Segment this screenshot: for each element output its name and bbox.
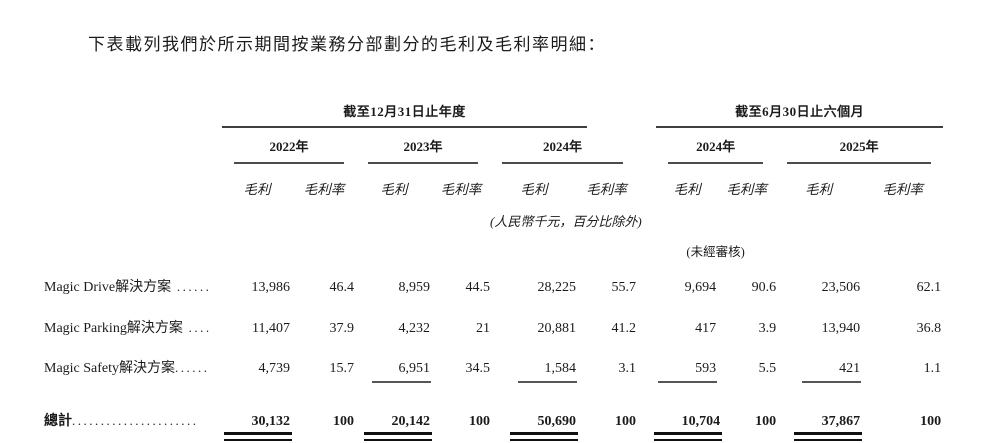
col-header-gross-margin: 毛利率 [440,182,482,197]
cell-value: 62.1 [916,280,942,295]
cell-value: 20,881 [537,321,577,336]
dot-leader: ...................... [72,413,199,428]
cell-value: 4,232 [398,321,431,336]
year-header-row: 2022年 2023年 2024年 2024年 2025年 [44,128,943,164]
period-header-row: 截至12月31日止年度 截至6月30日止六個月 [44,94,944,128]
cell-value: 11,407 [252,321,290,336]
col-header-gross-margin: 毛利率 [726,182,767,197]
total-value: 10,704 [654,384,723,443]
cell-value: 37.9 [329,321,355,336]
cell-value: 8,959 [398,280,431,295]
cell-value: 6,951 [356,344,432,384]
row-label: Magic Parking解決方案 .... [44,320,212,336]
cell-value: 36.8 [916,321,942,336]
dot-leader: ...... [175,360,210,375]
col-header-gross-profit: 毛利 [520,182,548,197]
cell-value: 15.7 [329,361,355,376]
period-header-annual: 截至12月31日止年度 [222,94,635,128]
dot-leader: .... [182,320,212,335]
cell-value: 28,225 [537,280,577,295]
cell-value: 13,986 [251,280,291,295]
cell-value: 3.1 [618,361,637,376]
cell-value: 1.1 [923,361,942,376]
cell-value: 4,739 [258,361,291,376]
total-value: 50,690 [490,384,578,443]
cell-value: 593 [656,344,718,384]
cell-value: 3.9 [758,321,777,336]
col-header-gross-profit: 毛利 [673,182,701,197]
unaudited-note-row: (未經審核) [44,232,943,262]
year-header-2022: 2022年 [222,128,356,164]
cell-value: 90.6 [751,280,777,295]
col-header-gross-margin: 毛利率 [586,182,627,197]
table-row-magic-parking: Magic Parking解決方案 .... 11,407 37.9 4,232… [44,303,943,344]
cell-value: 46.4 [329,280,355,295]
total-value: 37,867 [775,384,863,443]
total-value: 100 [469,414,490,429]
cell-value: 23,506 [821,280,861,295]
col-header-gross-profit: 毛利 [380,182,408,197]
cell-value: 421 [775,344,862,384]
table-row-magic-safety: Magic Safety解決方案...... 4,739 15.7 6,951 … [44,344,943,384]
year-header-2024-interim: 2024年 [656,128,775,164]
year-header-2023: 2023年 [356,128,490,164]
gross-profit-table: 截至12月31日止年度 截至6月30日止六個月 2022年 2023年 2024… [44,94,944,443]
total-value: 100 [920,414,942,429]
cell-value: 41.2 [611,321,637,336]
year-header-2024: 2024年 [490,128,635,164]
total-value: 20,142 [356,384,432,443]
dot-leader: ...... [171,279,212,294]
total-value: 100 [615,414,636,429]
col-header-gross-margin: 毛利率 [882,182,923,197]
table-row-total: 總計...................... 30,132 100 20,1… [44,384,943,443]
row-label: Magic Safety解決方案...... [44,360,210,376]
cell-value: 44.5 [465,280,491,295]
row-label: Magic Drive解決方案 ...... [44,279,212,295]
unit-note-row: (人民幣千元，百分比除外) [44,200,943,232]
col-header-gross-profit: 毛利 [243,182,271,197]
cell-value: 417 [695,321,717,336]
year-header-2025-interim: 2025年 [775,128,943,164]
cell-value: 1,584 [490,344,578,384]
cell-value: 34.5 [465,361,491,376]
cell-value: 9,694 [684,280,717,295]
cell-value: 5.5 [758,361,777,376]
period-header-interim: 截至6月30日止六個月 [656,94,944,128]
row-label-total: 總計...................... [44,413,199,429]
unaudited-note: (未經審核) [686,245,745,259]
total-value: 30,132 [222,384,292,443]
subheader-row: 毛利 毛利率 毛利 毛利率 毛利 毛利率 毛利 毛利率 毛利 毛利率 [44,164,943,200]
table-row-magic-drive: Magic Drive解決方案 ...... 13,986 46.4 8,959… [44,262,943,303]
cell-value: 13,940 [821,321,861,336]
unit-note: (人民幣千元，百分比除外) [490,214,642,229]
col-header-gross-margin: 毛利率 [303,182,345,197]
cell-value: 21 [476,321,490,336]
intro-text: 下表載列我們於所示期間按業務分部劃分的毛利及毛利率明細： [88,35,606,54]
col-header-gross-profit: 毛利 [805,182,833,197]
total-value: 100 [755,414,777,429]
cell-value: 55.7 [611,280,637,295]
total-value: 100 [333,414,354,429]
